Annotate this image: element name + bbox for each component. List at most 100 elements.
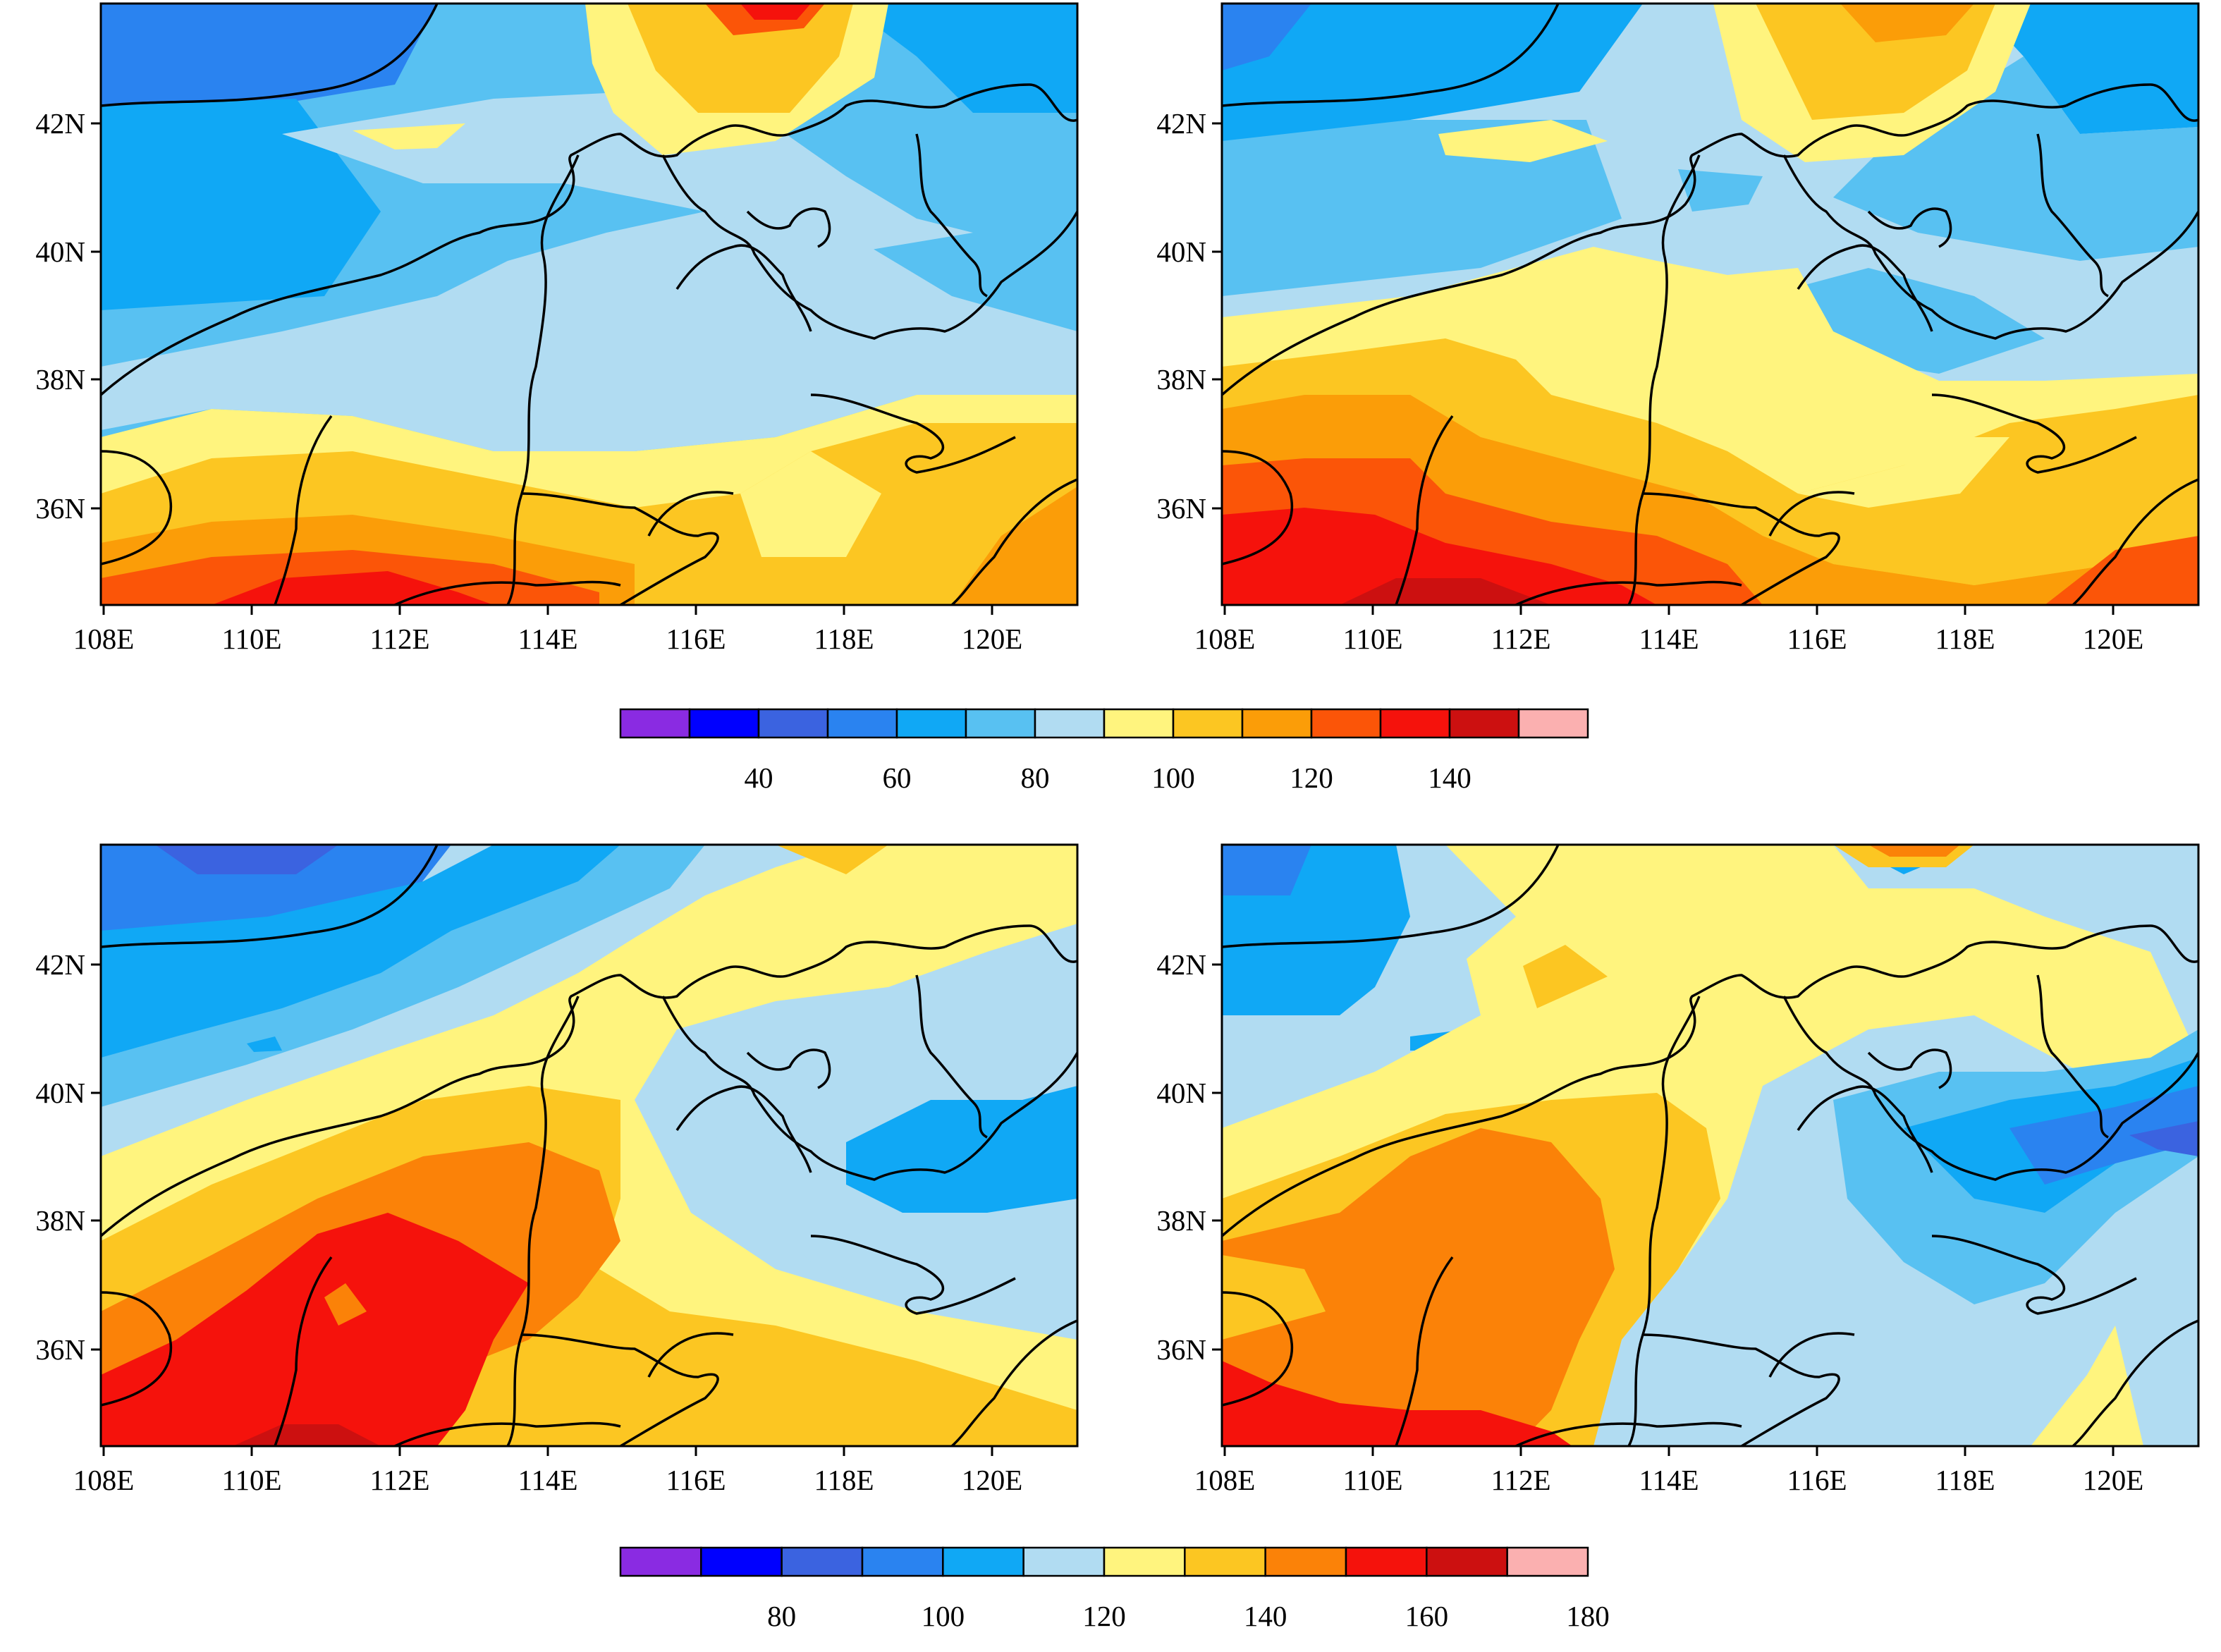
colorbar-swatch (688, 708, 760, 739)
colorbar-swatch (1426, 1546, 1508, 1577)
contour-field-bottom-right (1222, 845, 2198, 1446)
lat-tick-label: 36N (1156, 492, 1206, 525)
lat-tick-label: 40N (35, 1077, 85, 1109)
colorbar-swatch (1264, 1546, 1347, 1577)
colorbar-label: 120 (1082, 1600, 1126, 1632)
panel-bottom-left (99, 843, 1079, 1448)
lon-tick-label: 108E (73, 1464, 135, 1496)
lat-tick-label: 38N (1156, 1204, 1206, 1237)
lat-tick-label: 38N (1156, 363, 1206, 396)
lat-tick-label: 38N (35, 1204, 85, 1237)
lat-tick-label: 36N (35, 1333, 85, 1366)
lat-tick-label: 36N (1156, 1333, 1206, 1366)
colorbar-swatch (757, 708, 829, 739)
colorbar-swatch (826, 708, 898, 739)
lon-tick-label: 112E (369, 623, 429, 655)
colorbar-swatch (1448, 708, 1520, 739)
boundaries-top-right (1222, 4, 2198, 605)
contour-field-top-right (1222, 4, 2198, 605)
colorbar-swatch (781, 1546, 864, 1577)
colorbar-swatch (1172, 708, 1244, 739)
lat-tick-label: 42N (35, 948, 85, 981)
colorbar-swatch (1034, 708, 1106, 739)
contour-field-top-left (101, 4, 1077, 605)
lon-tick-label: 118E (814, 1464, 874, 1496)
boundaries-top-left (101, 4, 1077, 605)
lon-tick-label: 120E (2083, 1464, 2144, 1496)
lon-tick-label: 114E (518, 1464, 577, 1496)
colorbar-swatch (895, 708, 967, 739)
lon-tick-label: 108E (73, 623, 135, 655)
lon-tick-label: 116E (1787, 623, 1847, 655)
colorbar-label: 160 (1405, 1600, 1449, 1632)
frame-bottom-right (1220, 843, 2200, 1448)
lon-tick-label: 112E (369, 1464, 429, 1496)
panel-top-right (1220, 2, 2200, 606)
colorbar-swatch (700, 1546, 783, 1577)
colorbar-swatch (1022, 1546, 1106, 1577)
lon-tick-label: 112E (1491, 623, 1550, 655)
lon-tick-label: 114E (1639, 623, 1699, 655)
colorbar-bottom: 80 100 120 140 160 180 (619, 1546, 1610, 1632)
lon-tick-label: 108E (1194, 623, 1256, 655)
boundaries-bottom-left (101, 845, 1077, 1446)
lon-tick-label: 110E (1342, 623, 1402, 655)
lon-tick-label: 112E (1491, 1464, 1550, 1496)
colorbar-swatch (1103, 708, 1175, 739)
frame-top-left (99, 2, 1079, 606)
colorbar-label: 60 (883, 761, 912, 794)
panel-top-left-axes: 108E 110E 112E 114E 116E 118E 120E 42N 40N 38N 36N (35, 107, 1022, 655)
colorbar-swatch (1379, 708, 1451, 739)
lat-tick-label: 42N (35, 107, 85, 140)
lon-tick-label: 120E (2083, 623, 2144, 655)
lat-tick-label: 40N (1156, 235, 1206, 268)
lon-tick-label: 110E (221, 1464, 281, 1496)
colorbar-swatch (1517, 708, 1589, 739)
colorbar-label: 120 (1290, 761, 1333, 794)
panel-bottom-right (1220, 843, 2200, 1448)
colorbar-swatch (1345, 1546, 1428, 1577)
colorbar-swatch (965, 708, 1036, 739)
lon-tick-label: 114E (1639, 1464, 1699, 1496)
lon-tick-label: 120E (962, 1464, 1023, 1496)
lon-tick-label: 116E (1787, 1464, 1847, 1496)
lon-tick-label: 118E (1935, 623, 1995, 655)
colorbar-top: 40 60 80 100 120 140 (619, 708, 1589, 794)
frame-top-right (1220, 2, 2200, 606)
colorbar-label: 100 (1151, 761, 1195, 794)
colorbar-label: 140 (1244, 1600, 1287, 1632)
colorbar-swatch (1241, 708, 1313, 739)
colorbar-swatch (1184, 1546, 1266, 1577)
lon-tick-label: 120E (962, 623, 1023, 655)
lon-tick-label: 110E (1342, 1464, 1402, 1496)
colorbar-label: 140 (1428, 761, 1472, 794)
colorbar-swatch (1506, 1546, 1589, 1577)
lon-tick-label: 114E (518, 623, 577, 655)
lon-tick-label: 118E (814, 623, 874, 655)
panel-bottom-left-axes: 108E 110E 112E 114E 116E 118E 120E 42N 40N 38N 36N (35, 948, 1022, 1496)
colorbar-swatch (619, 1546, 702, 1577)
contour-field-bottom-left (101, 845, 1077, 1446)
colorbar-swatch (861, 1546, 944, 1577)
lon-tick-label: 118E (1935, 1464, 1995, 1496)
colorbar-label: 100 (922, 1600, 965, 1632)
lon-tick-label: 110E (221, 623, 281, 655)
lat-tick-label: 42N (1156, 948, 1206, 981)
colorbar-swatch (619, 708, 691, 739)
boundaries-bottom-right (1222, 845, 2198, 1446)
colorbar-swatch (1310, 708, 1382, 739)
colorbar-label: 180 (1566, 1600, 1610, 1632)
colorbar-label: 80 (767, 1600, 796, 1632)
lat-tick-label: 38N (35, 363, 85, 396)
panel-top-left (99, 2, 1079, 606)
panel-top-right-axes: 108E 110E 112E 114E 116E 118E 120E 42N 40N 38N 36N (1156, 107, 2143, 655)
colorbar-label: 80 (1021, 761, 1050, 794)
colorbar-swatch (1103, 1546, 1186, 1577)
lat-tick-label: 40N (1156, 1077, 1206, 1109)
lon-tick-label: 116E (666, 623, 726, 655)
lon-tick-label: 108E (1194, 1464, 1256, 1496)
lon-tick-label: 116E (666, 1464, 726, 1496)
frame-bottom-left (99, 843, 1079, 1448)
lat-tick-label: 42N (1156, 107, 1206, 140)
